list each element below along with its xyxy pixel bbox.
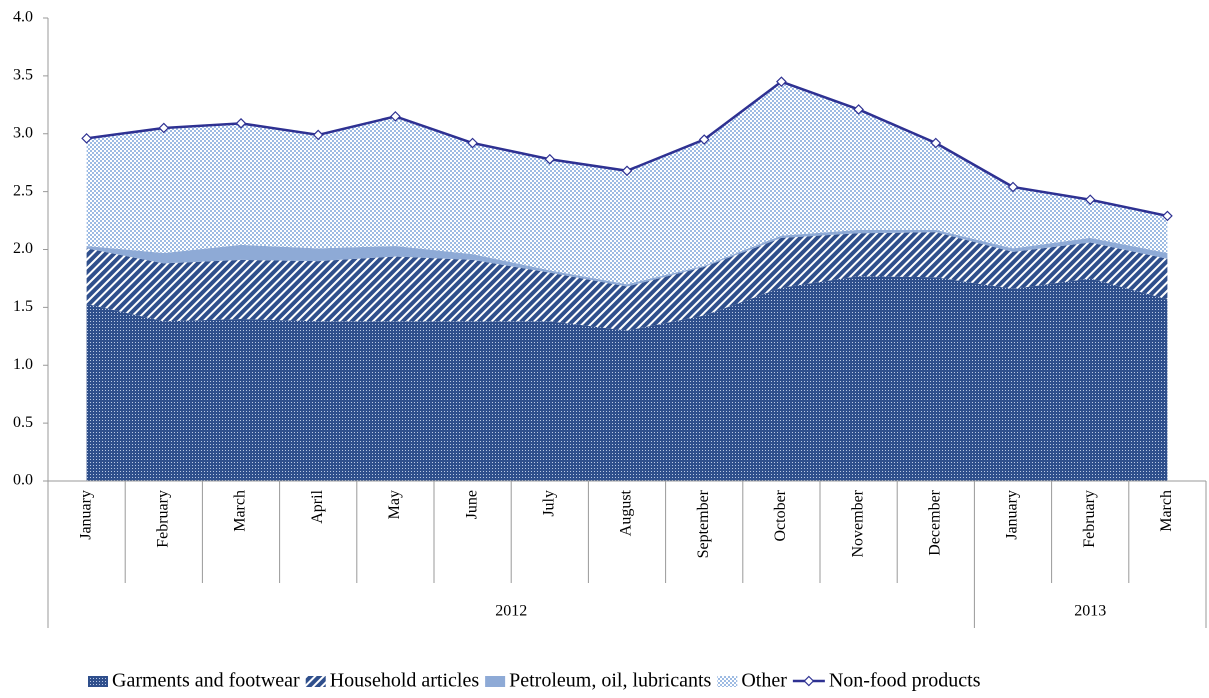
x-tick-label: February [1081,490,1098,548]
marker [1084,194,1096,206]
marker [312,129,324,141]
y-tick-label: 2.0 [13,240,33,257]
x-tick-label: September [695,489,712,558]
x-tick-label: January [1004,490,1021,540]
legend-swatch [803,675,815,687]
y-tick-label: 1.0 [13,356,33,373]
y-tick-label: 2.5 [13,182,33,199]
marker [158,122,170,134]
legend-label: Petroleum, oil, lubricants [509,670,711,692]
x-tick-label: March [1158,490,1175,532]
x-tick-label: October [772,489,789,541]
marker [776,76,787,88]
legend-swatch [717,676,738,687]
marker [1162,210,1173,222]
y-tick-label: 4.0 [13,9,33,26]
marker [235,117,247,129]
legend-label: Non-food products [829,670,981,692]
y-tick-label: 3.5 [13,67,33,84]
x-tick-label: June [463,490,480,519]
legend-label: Garments and footwear [112,670,300,692]
x-tick-label: March [232,490,249,532]
legend-swatch [485,676,506,687]
marker [930,137,942,149]
y-tick-label: 1.5 [13,298,33,315]
x-tick-label: December [926,489,943,555]
group-label: 2012 [495,603,527,620]
area [86,81,1168,285]
legend-swatch [305,676,326,687]
marker [467,137,478,149]
x-tick-label: April [309,489,326,523]
area [86,276,1168,481]
x-tick-label: May [386,490,403,519]
marker [544,153,556,165]
x-tick-label: February [154,490,171,548]
y-tick-label: 0.0 [13,472,33,489]
y-tick-label: 0.5 [13,414,33,431]
legend-swatch [88,676,108,687]
marker [1007,181,1019,193]
area [86,232,1168,331]
marker [81,133,92,144]
group-label: 2013 [1074,603,1106,620]
area [86,229,1168,287]
x-tick-label: August [618,489,635,536]
marker [698,134,710,145]
legend-label: Other [741,670,787,692]
marker [621,165,633,177]
y-tick-label: 3.0 [13,124,33,141]
x-tick-label: November [849,489,866,557]
marker [390,111,401,122]
x-tick-label: July [540,490,557,517]
x-tick-label: January [77,490,94,540]
marker [853,104,864,115]
legend-label: Household articles [330,670,480,692]
